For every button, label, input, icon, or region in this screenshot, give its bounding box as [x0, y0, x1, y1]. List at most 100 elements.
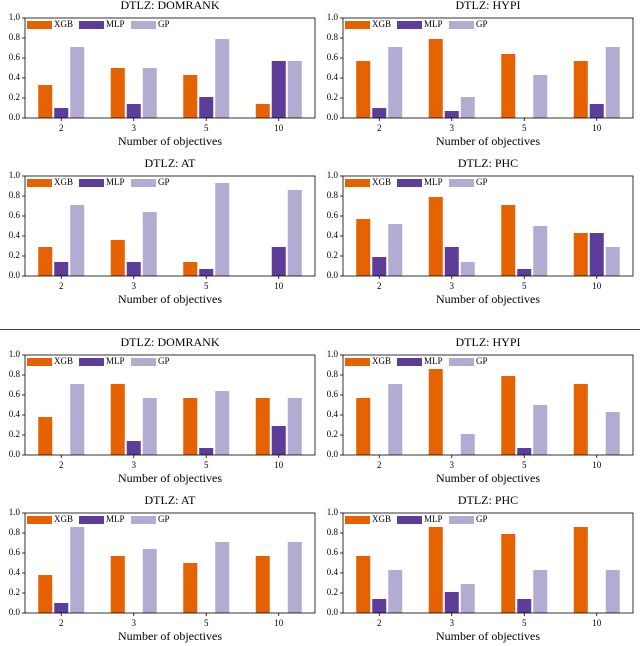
bar: [70, 205, 85, 276]
legend-label: GP: [476, 356, 488, 366]
bar: [460, 584, 475, 613]
y-tick-label: 1.0: [327, 507, 339, 517]
x-tick-label: 10: [592, 618, 602, 628]
plot-frame: [342, 512, 634, 614]
legend-swatch: [449, 516, 474, 524]
y-tick-label: 0.4: [9, 567, 21, 577]
chart-title: DTLZ: PHC: [458, 493, 518, 507]
bar: [589, 104, 604, 118]
x-tick-label: 2: [59, 618, 64, 628]
legend-swatch: [79, 21, 104, 29]
bar: [428, 369, 443, 455]
bar: [70, 384, 85, 455]
bar: [605, 412, 620, 455]
y-tick-label: 0.2: [327, 250, 338, 260]
legend-swatch: [79, 358, 104, 366]
y-tick-label: 1.0: [327, 349, 339, 359]
bar: [142, 212, 157, 276]
y-tick-label: 0.0: [9, 607, 21, 617]
x-tick-label: 2: [377, 618, 382, 628]
legend-label: MLP: [424, 514, 443, 524]
plot-frame: [342, 354, 634, 456]
bar: [110, 556, 125, 613]
bar: [70, 527, 85, 613]
bar: [501, 534, 516, 613]
bar: [287, 190, 302, 276]
y-tick-label: 0.4: [9, 230, 21, 240]
bar: [110, 384, 125, 455]
bar: [501, 205, 516, 276]
x-tick-label: 3: [132, 460, 137, 470]
plot-frame: [24, 17, 316, 119]
x-tick-label: 3: [132, 281, 137, 291]
bar: [573, 527, 588, 613]
bar: [444, 592, 459, 613]
x-tick-label: 10: [274, 123, 284, 133]
bar: [38, 575, 53, 613]
legend-swatch: [345, 516, 370, 524]
bar: [38, 85, 53, 118]
chart-title: DTLZ: DOMRANK: [121, 0, 220, 12]
bar: [199, 269, 214, 276]
bar: [54, 262, 69, 276]
bar: [54, 108, 69, 118]
y-tick-label: 0.6: [327, 210, 339, 220]
x-tick-label: 5: [522, 460, 527, 470]
x-axis-label: Number of objectives: [118, 134, 222, 148]
y-tick-label: 0.2: [9, 587, 20, 597]
bar: [517, 448, 532, 455]
y-tick-label: 0.6: [327, 389, 339, 399]
y-tick-label: 0.4: [327, 409, 339, 419]
bar: [215, 391, 230, 455]
y-tick-label: 0.2: [9, 92, 20, 102]
legend-label: GP: [158, 356, 170, 366]
legend-swatch: [27, 358, 52, 366]
legend-label: GP: [476, 19, 488, 29]
x-tick-label: 3: [450, 460, 455, 470]
x-axis-label: Number of objectives: [118, 471, 222, 485]
legend-swatch: [345, 358, 370, 366]
chart-title: DTLZ: AT: [145, 156, 197, 170]
y-tick-label: 1.0: [9, 349, 21, 359]
bar: [460, 262, 475, 276]
y-tick-label: 1.0: [9, 12, 21, 22]
legend-label: GP: [158, 19, 170, 29]
x-tick-label: 2: [59, 281, 64, 291]
y-tick-label: 0.8: [327, 190, 339, 200]
bar: [215, 39, 230, 118]
x-tick-label: 10: [592, 281, 602, 291]
legend-swatch: [131, 358, 156, 366]
bar: [356, 219, 371, 276]
legend-label: XGB: [54, 19, 73, 29]
bar: [605, 247, 620, 276]
x-tick-label: 10: [274, 618, 284, 628]
legend-swatch: [449, 358, 474, 366]
bar: [533, 75, 548, 118]
legend-swatch: [79, 516, 104, 524]
chart-title: DTLZ: HYPI: [456, 0, 521, 12]
bar: [428, 39, 443, 118]
bar: [271, 426, 286, 455]
x-tick-label: 5: [204, 618, 209, 628]
y-tick-label: 0.0: [9, 449, 21, 459]
legend-swatch: [27, 21, 52, 29]
plot-frame: [24, 354, 316, 456]
bar: [255, 104, 270, 118]
y-tick-label: 0.6: [327, 52, 339, 62]
legend-label: XGB: [372, 514, 391, 524]
plot-frame: [24, 175, 316, 277]
bar: [573, 384, 588, 455]
bar: [533, 405, 548, 455]
y-tick-label: 0.8: [9, 32, 21, 42]
bar: [573, 61, 588, 118]
legend-swatch: [397, 358, 422, 366]
y-tick-label: 1.0: [327, 170, 339, 180]
chart-title: DTLZ: AT: [145, 493, 197, 507]
x-tick-label: 3: [132, 123, 137, 133]
bar: [388, 570, 403, 613]
legend-label: XGB: [372, 19, 391, 29]
bar: [183, 563, 198, 613]
legend-swatch: [449, 179, 474, 187]
x-tick-label: 5: [204, 460, 209, 470]
